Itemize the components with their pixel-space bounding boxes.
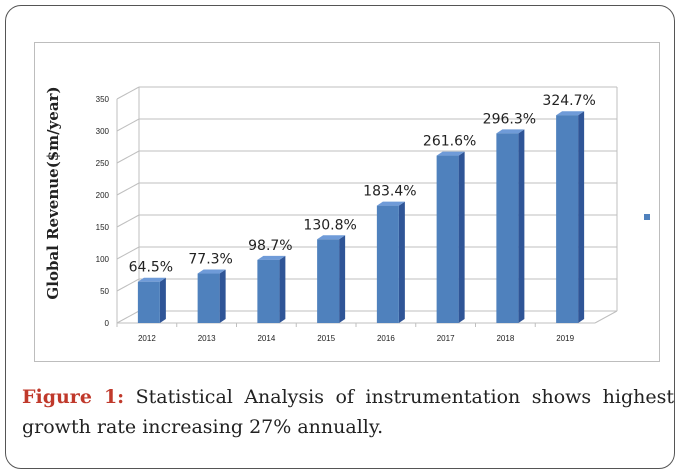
bar — [556, 115, 579, 323]
bar-side — [279, 255, 286, 323]
bar-top — [137, 277, 166, 282]
y-tick-label: 0 — [105, 319, 110, 328]
bar-side — [219, 269, 226, 323]
bar-top — [376, 201, 405, 206]
x-tick-label: 2015 — [317, 334, 335, 343]
bar — [257, 259, 280, 323]
bar — [496, 133, 519, 323]
y-tick-label: 250 — [96, 159, 110, 168]
figure-frame: 0 50 100 150 200 250 300 350 64.5% 77.3% 98.7% 130… — [5, 5, 675, 469]
x-tick-label: 2014 — [257, 334, 275, 343]
x-tick-label: 2016 — [377, 334, 395, 343]
floor-edge — [594, 310, 618, 324]
gridline-side — [116, 246, 140, 260]
figure-caption: Figure 1: Statistical Analysis of instru… — [22, 382, 674, 442]
bar-top — [197, 269, 226, 274]
gridline-side — [116, 182, 140, 196]
x-tick-label: 2017 — [437, 334, 455, 343]
chart-container: 0 50 100 150 200 250 300 350 64.5% 77.3% 98.7% 130… — [34, 42, 660, 362]
y-tick-label: 200 — [96, 191, 110, 200]
y-tick-label: 50 — [100, 287, 109, 296]
x-axis-ticks: 2012 2013 2014 2015 2016 2017 2018 2019 — [116, 323, 575, 343]
gridlines — [116, 86, 618, 324]
bar — [317, 239, 340, 323]
bar-top — [556, 111, 585, 116]
revenue-bar-chart: 0 50 100 150 200 250 300 350 64.5% 77.3% 98.7% 130… — [44, 86, 650, 343]
x-tick-label: 2018 — [496, 334, 514, 343]
bar — [436, 155, 459, 323]
figure-label: Figure 1: — [22, 386, 125, 408]
gridline-side — [116, 150, 140, 164]
data-label: 261.6% — [423, 134, 476, 150]
y-axis-ticks: 0 50 100 150 200 250 300 350 — [96, 95, 110, 328]
gridline-side — [116, 278, 140, 292]
data-labels: 64.5% 77.3% 98.7% 130.8% 183.4% 261.6% 296.3% 3… — [129, 93, 596, 276]
x-tick-label: 2012 — [138, 334, 156, 343]
figure-caption-text: Statistical Analysis of instrumentation … — [22, 386, 674, 438]
data-label: 296.3% — [483, 111, 536, 127]
bar-top — [496, 129, 525, 134]
bar-side — [518, 129, 525, 323]
data-label: 130.8% — [303, 217, 356, 233]
bar-side — [578, 111, 585, 323]
gridline-side — [116, 118, 140, 132]
bar-side — [159, 277, 166, 323]
x-tick-label: 2013 — [198, 334, 216, 343]
bar — [376, 205, 399, 323]
y-tick-label: 300 — [96, 127, 110, 136]
gridline-side — [116, 214, 140, 228]
bars — [137, 111, 585, 323]
y-axis-label: Global Revenue($m/year) — [44, 86, 62, 299]
data-label: 77.3% — [188, 252, 232, 268]
x-tick-label: 2019 — [556, 334, 574, 343]
bar — [197, 273, 220, 323]
bar-side — [458, 151, 465, 323]
gridline-side — [116, 86, 140, 100]
bar — [137, 281, 160, 323]
data-label: 64.5% — [129, 260, 173, 276]
data-label: 98.7% — [248, 238, 292, 254]
y-tick-label: 150 — [96, 223, 110, 232]
legend-marker — [644, 214, 650, 220]
bar-top — [317, 235, 346, 240]
bar-side — [398, 201, 405, 323]
data-label: 183.4% — [363, 184, 416, 200]
bar-top — [436, 151, 465, 156]
gridline-side — [116, 310, 140, 324]
y-tick-label: 350 — [96, 95, 110, 104]
y-tick-label: 100 — [96, 255, 110, 264]
bar-side — [339, 235, 346, 323]
data-label: 324.7% — [542, 93, 595, 109]
bar-top — [257, 255, 286, 260]
